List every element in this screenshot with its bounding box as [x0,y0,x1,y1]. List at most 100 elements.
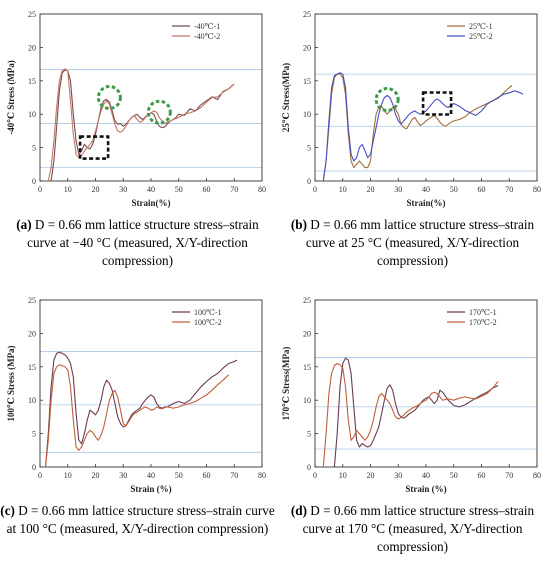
x-tick-label: 70 [505,185,513,194]
y-tick-label: 5 [32,144,36,153]
caption-a-label: (a) [16,217,32,232]
caption-b: (b) D = 0.66 mm lattice structure stress… [275,216,550,270]
x-tick-label: 0 [38,185,42,194]
x-tick-label: 20 [92,185,100,194]
green-dashed-circle-marker [96,85,122,110]
x-tick-label: 50 [450,185,458,194]
y-tick-label: 0 [32,463,36,472]
x-tick-label: 30 [119,471,127,480]
y-tick-label: 25 [28,10,36,19]
series-line-2 [47,68,235,182]
y-tick-label: 25 [303,10,311,19]
y-tick-label: 0 [32,177,36,186]
chart-b-plot: 0 10 20 30 40 50 60 70 80 0 5 10 15 20 25 Strain(%) 25℃ … [281,10,541,208]
caption-c-label: (c) [0,503,15,518]
y-tick-label: 20 [303,43,311,52]
x-tick-label: 50 [175,185,183,194]
y-tick-label: 20 [303,329,311,338]
x-tick-label: 40 [147,471,155,480]
legend-label-1: 170℃-1 [469,308,497,317]
series-line-1 [50,69,235,182]
y-tick-label: 15 [303,77,311,86]
caption-c-text: D = 0.66 mm lattice structure stress–str… [6,503,275,536]
y-tick-label: 15 [303,363,311,372]
x-tick-label: 20 [367,185,375,194]
x-tick-label: 0 [38,471,42,480]
x-tick-label: 80 [533,185,541,194]
x-tick-label: 10 [64,471,72,480]
x-axis-label: Strain(%) [407,198,446,208]
series-line-2 [322,72,524,182]
caption-d: (d) D = 0.66 mm lattice structure stress… [275,502,550,556]
x-tick-label: 70 [230,471,238,480]
x-tick-label: 10 [64,185,72,194]
x-tick-label: 80 [258,185,266,194]
series-line-2 [322,362,499,468]
caption-d-label: (d) [290,503,307,518]
legend-label-2: 25℃-2 [469,32,493,41]
caption-b-text: D = 0.66 mm lattice structure stress–str… [305,217,535,268]
legend-label-1: 25℃-1 [469,22,493,31]
x-tick-label: 20 [367,471,375,480]
y-tick-label: 20 [28,43,36,52]
x-tick-label: 40 [147,185,155,194]
x-tick-label: 80 [533,471,541,480]
series-line-1 [322,73,513,182]
y-tick-label: 10 [28,396,36,405]
x-tick-label: 30 [394,471,402,480]
legend-label-1: -40℃-1 [194,22,220,31]
chart-a-plot: 0 10 20 30 40 50 60 70 80 0 5 10 15 20 25 Strain(%) -40℃… [6,10,266,208]
legend-label-2: -40℃-2 [194,32,220,41]
plot-frame [314,13,538,182]
y-tick-label: 10 [28,110,36,119]
x-tick-label: 60 [203,185,211,194]
x-tick-label: 10 [339,185,347,194]
series-line-1 [333,357,499,468]
x-tick-label: 60 [478,471,486,480]
x-tick-label: 50 [175,471,183,480]
plot-frame [314,299,538,468]
green-dashed-circle-marker [146,99,172,125]
chart-d-plot: 0 10 20 30 40 50 60 70 80 0 5 10 15 20 25 Strain (%) 170… [281,296,541,494]
y-tick-label: 5 [32,430,36,439]
y-tick-label: 5 [307,144,311,153]
black-dashed-square-marker [78,135,110,160]
y-tick-label: 5 [307,430,311,439]
caption-a-text: D = 0.66 mm lattice structure stress–str… [27,217,259,268]
x-tick-label: 70 [505,471,513,480]
x-axis-label: Strain (%) [130,484,171,494]
x-tick-label: 0 [313,471,317,480]
series-line-2 [44,364,230,468]
green-dashed-circle-marker [374,87,400,113]
x-tick-label: 80 [258,471,266,480]
legend-label-2: 170℃-2 [469,318,497,327]
x-tick-label: 30 [119,185,127,194]
x-tick-label: 60 [478,185,486,194]
x-tick-label: 30 [394,185,402,194]
plot-frame [39,13,263,182]
chart-panel-d: 0 10 20 30 40 50 60 70 80 0 5 10 15 20 25 Strain (%) 170… [275,286,550,572]
chart-panel-a: 0 10 20 30 40 50 60 70 80 0 5 10 15 20 25 Strain(%) -40℃… [0,0,275,286]
y-tick-label: 25 [28,296,36,305]
y-tick-label: 25 [303,296,311,305]
x-axis-label: Strain(%) [132,198,171,208]
x-tick-label: 0 [313,185,317,194]
y-axis-label: 25℃ Stress(MPa) [281,63,291,132]
y-axis-label: 170℃ Stress(MPa) [281,347,291,421]
legend-label-2: 100℃-2 [194,318,222,327]
x-tick-label: 40 [422,185,430,194]
x-tick-label: 20 [92,471,100,480]
black-dashed-square-marker [421,91,453,116]
caption-c: (c) D = 0.66 mm lattice structure stress… [0,502,275,538]
chart-panel-b: 0 10 20 30 40 50 60 70 80 0 5 10 15 20 25 Strain(%) 25℃ … [275,0,550,286]
series-line-1 [44,351,238,468]
caption-b-label: (b) [290,217,307,232]
caption-d-text: D = 0.66 mm lattice structure stress–str… [302,503,535,554]
x-tick-label: 50 [450,471,458,480]
y-tick-label: 0 [307,177,311,186]
caption-a: (a) D = 0.66 mm lattice structure stress… [0,216,275,270]
x-tick-label: 70 [230,185,238,194]
x-tick-label: 40 [422,471,430,480]
y-tick-label: 20 [28,329,36,338]
chart-panel-c: 0 10 20 30 40 50 60 70 80 0 5 10 15 20 25 Strain (%) 100… [0,286,275,572]
